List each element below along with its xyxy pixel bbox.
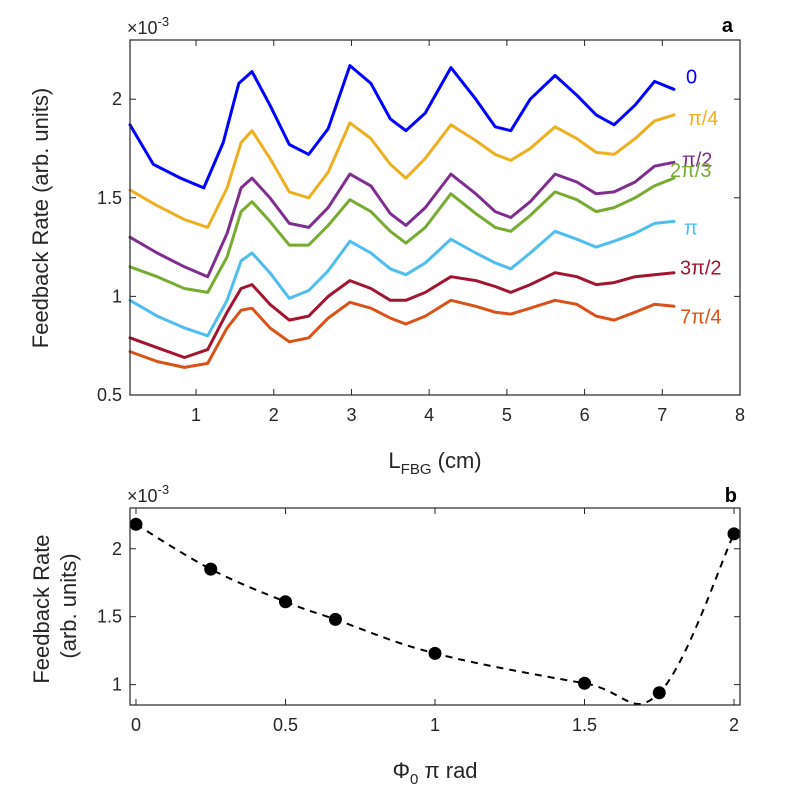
panel-b-xtick-label: 1 xyxy=(430,715,440,735)
panel-b-series xyxy=(129,517,741,705)
panel-b-ticks: 0 0.5 1 1.5 2 1 1.5 2 xyxy=(97,508,740,735)
panel-b-ytick-label: 1 xyxy=(112,675,122,695)
series-line-4 xyxy=(128,219,676,338)
panel-a-xlabel-unit: (cm) xyxy=(432,448,482,473)
panel-a-frame xyxy=(129,39,741,396)
panel-a-ytick-label: 0.5 xyxy=(97,385,122,405)
panel-b: 0 0.5 1 1.5 2 1 1.5 2 b ×10-3 Feedback Rate (ar… xyxy=(29,482,741,788)
panel-a-xlabel-sub: FBG xyxy=(401,461,432,478)
panel-b-point-5 xyxy=(578,676,592,690)
series-line-3 xyxy=(128,176,676,294)
panel-a-xtick-label: 8 xyxy=(735,405,745,425)
panel-a-letter: a xyxy=(722,15,734,37)
panel-a-xlabel: LFBG (cm) xyxy=(388,448,481,478)
series-label-4: π xyxy=(684,217,698,239)
panel-b-xtick-label: 0.5 xyxy=(273,715,298,735)
series-line-6 xyxy=(128,298,676,369)
panel-b-exponent: ×10-3 xyxy=(127,482,169,506)
series-line-1 xyxy=(128,113,676,229)
series-line-2 xyxy=(128,160,676,279)
panel-a-ytick-label: 1.5 xyxy=(97,188,122,208)
panel-b-plot-area xyxy=(130,508,740,705)
series-line-5 xyxy=(128,271,676,359)
panel-a-exponent: ×10-3 xyxy=(127,14,169,38)
panel-a-xtick-label: 6 xyxy=(580,405,590,425)
panel-b-ylabel-line1: Feedback Rate xyxy=(29,534,54,683)
panel-a-xtick-label: 3 xyxy=(346,405,356,425)
series-label-0: 0 xyxy=(686,66,697,88)
panel-a-exponent-power: -3 xyxy=(158,14,170,29)
panel-a-xtick-label: 1 xyxy=(191,405,201,425)
series-label-6: 7π/4 xyxy=(680,306,722,328)
panel-b-xlabel: Φ0 π rad xyxy=(392,758,477,788)
panel-b-point-3 xyxy=(328,612,342,626)
panel-a-ytick-label: 1 xyxy=(112,286,122,306)
panel-a-ytick-label: 2 xyxy=(112,89,122,109)
panel-b-ytick-label: 1.5 xyxy=(97,607,122,627)
panel-b-xtick-label: 2 xyxy=(729,715,739,735)
series-line-0 xyxy=(128,64,676,190)
series-label-3: 2π/3 xyxy=(670,160,712,182)
panel-b-xlabel-sub: 0 xyxy=(410,771,418,788)
panel-b-exponent-power: -3 xyxy=(158,482,170,497)
panel-a-series-labels: 0 π/4 π/22π/3 π 3π/2 7π/4 xyxy=(670,66,722,328)
panel-b-xtick-label: 0 xyxy=(131,715,141,735)
panel-b-point-0 xyxy=(129,517,143,531)
panel-b-point-4 xyxy=(428,646,442,660)
panel-b-letter: b xyxy=(725,485,737,507)
panel-b-point-6 xyxy=(652,686,666,700)
series-label-2: π/2 xyxy=(682,149,712,171)
panel-b-ylabel-line2: (arb. units) xyxy=(56,553,81,658)
panel-a-ylabel: Feedback Rate (arb. units) xyxy=(28,88,53,348)
panel-b-xtick-label: 1.5 xyxy=(572,715,597,735)
panel-b-ylabel: Feedback Rate (arb. units) xyxy=(29,528,81,683)
panel-a-xtick-label: 4 xyxy=(424,405,434,425)
series-label-5: 3π/2 xyxy=(680,258,722,280)
panel-a-xtick-label: 7 xyxy=(657,405,667,425)
panel-a-xtick-label: 5 xyxy=(502,405,512,425)
panel-a-xtick-label: 2 xyxy=(269,405,279,425)
panel-b-ytick-label: 2 xyxy=(112,539,122,559)
panel-b-frame xyxy=(129,507,741,706)
panel-b-point-1 xyxy=(204,562,218,576)
panel-b-xlabel-unit: π rad xyxy=(418,758,477,783)
panel-b-point-7 xyxy=(727,527,741,541)
series-label-1: π/4 xyxy=(688,108,718,130)
panel-b-point-2 xyxy=(278,595,292,609)
panel-a-series xyxy=(128,64,676,369)
